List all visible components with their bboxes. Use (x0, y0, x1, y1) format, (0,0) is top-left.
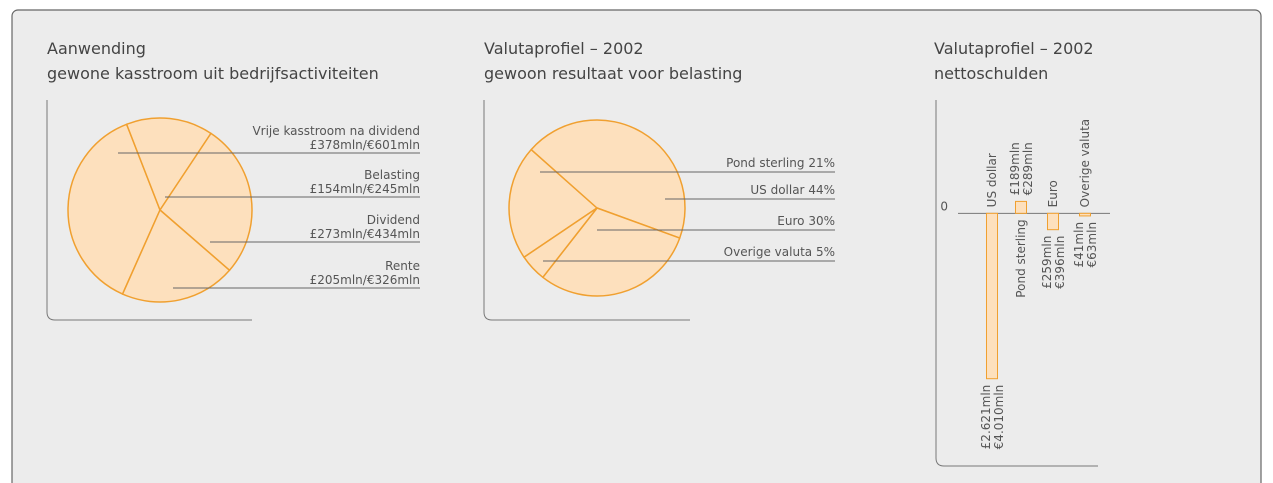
axis-frame (935, 100, 1098, 467)
slice-value-label: £154mln/€245mln (310, 182, 420, 196)
bar (1047, 212, 1059, 231)
slice-label: US dollar 44% (750, 183, 835, 197)
y-tick-label: 0 (940, 199, 948, 213)
value-label: €63mln (1085, 222, 1099, 268)
bar (1079, 212, 1091, 217)
pie-slice (125, 117, 212, 211)
slice-value-label: £205mln/€326mln (310, 273, 420, 287)
axis-frame (483, 100, 690, 321)
slice-category: Euro (777, 214, 804, 228)
value-label: €4.010mln (992, 385, 1006, 450)
bar (1015, 200, 1027, 214)
slice-value-label: £273mln/€434mln (310, 227, 420, 241)
slice-value-label: 30% (808, 214, 835, 228)
slice-label: Euro 30% (777, 214, 835, 228)
value-label: £2.621mln (979, 385, 993, 450)
chart-title: Valutaprofiel – 2002 (484, 39, 644, 58)
axis-frame (46, 100, 252, 321)
slice-label: Vrije kasstroom na dividend (252, 124, 420, 138)
chart-title: Aanwending (47, 39, 146, 58)
slice-label: Dividend (367, 213, 420, 227)
bar (986, 212, 998, 380)
slice-value-label: 21% (808, 156, 835, 170)
slice-category: Pond sterling (726, 156, 804, 170)
slice-category: US dollar (750, 183, 804, 197)
category-label: Overige valuta (1078, 119, 1092, 207)
pie-slice (159, 132, 253, 272)
value-label: €396mln (1053, 236, 1067, 289)
chart-title: Valutaprofiel – 2002 (934, 39, 1094, 58)
slice-value-label: 5% (816, 245, 835, 259)
slice-label: Pond sterling 21% (726, 156, 835, 170)
chart-subtitle: gewone kasstroom uit bedrijfsactiviteite… (47, 64, 379, 83)
value-label: €289mln (1021, 142, 1035, 195)
value-label: £41mln (1072, 222, 1086, 268)
pie-slice (508, 148, 598, 258)
slice-value-label: 44% (808, 183, 835, 197)
pie-slice (530, 119, 686, 239)
slice-label: Belasting (364, 168, 420, 182)
category-label: US dollar (985, 153, 999, 207)
slice-label: Overige valuta 5% (724, 245, 835, 259)
slice-label: Rente (385, 259, 420, 273)
chart-subtitle: nettoschulden (934, 64, 1048, 83)
pie-slice (523, 207, 598, 279)
value-label: £259mln (1040, 236, 1054, 289)
pie-slice (67, 123, 161, 295)
category-label: Pond sterling (1014, 219, 1028, 297)
chart-subtitle: gewoon resultaat voor belasting (484, 64, 742, 83)
slice-value-label: £378mln/€601mln (310, 138, 420, 152)
value-label: £189mln (1008, 142, 1022, 195)
slice-category: Overige valuta (724, 245, 812, 259)
pie-slice (121, 209, 231, 303)
category-label: Euro (1046, 180, 1060, 207)
